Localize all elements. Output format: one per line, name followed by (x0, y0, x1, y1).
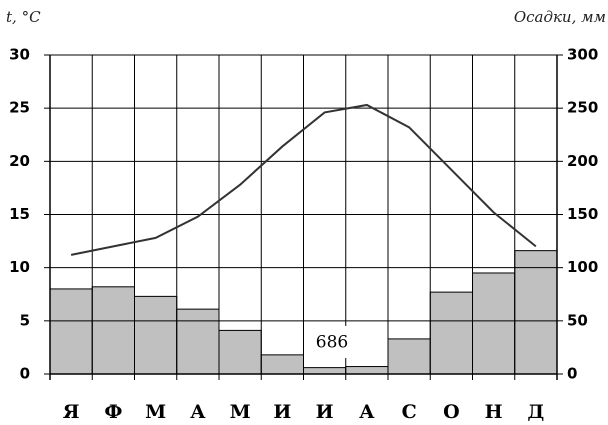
annotation-box (306, 326, 358, 358)
annotation: 686 (316, 333, 348, 353)
y-tick-label: 15 (9, 205, 30, 223)
y2-tick-label: 50 (567, 311, 588, 329)
y2-tick-label: 300 (567, 46, 598, 64)
bar (176, 308, 220, 375)
bar (134, 295, 178, 375)
y-tick-label: 25 (9, 99, 30, 117)
bar (514, 250, 558, 375)
y2-tick-label: 100 (567, 258, 598, 276)
x-tick-label: Н (485, 401, 503, 423)
y2-tick-label: 0 (567, 365, 577, 383)
x-tick-label: М (230, 401, 251, 423)
bar (218, 329, 262, 375)
x-tick-label: М (145, 401, 166, 423)
bar (49, 288, 93, 375)
x-tick-label: А (190, 401, 206, 423)
y-tick-label: 10 (9, 258, 30, 276)
y2-tick-label: 150 (567, 205, 598, 223)
bar (429, 291, 473, 375)
x-tick-label: И (273, 401, 291, 423)
bar (472, 272, 516, 375)
y-tick-label: 30 (9, 46, 30, 64)
y-tick-label: 0 (20, 365, 30, 383)
x-tick-label: А (359, 401, 375, 423)
y2-axis-label: Осадки, мм (514, 8, 606, 26)
y2-tick-label: 200 (567, 152, 598, 170)
x-tick-label: Я (63, 401, 80, 423)
y2-tick-label: 250 (567, 99, 598, 117)
x-tick-label: О (443, 401, 460, 423)
x-tick-label: Ф (104, 401, 122, 423)
bar (91, 286, 135, 375)
y-tick-label: 20 (9, 152, 30, 170)
x-tick-label: С (402, 401, 417, 423)
y-axis-label: t, °C (6, 8, 41, 26)
bar (260, 354, 304, 375)
x-tick-label: Д (527, 401, 544, 423)
temperature-line (70, 103, 537, 256)
bar (387, 338, 431, 375)
x-tick-label: И (316, 401, 334, 423)
bar (345, 366, 389, 375)
bar (303, 367, 347, 375)
y-tick-label: 5 (20, 311, 30, 329)
